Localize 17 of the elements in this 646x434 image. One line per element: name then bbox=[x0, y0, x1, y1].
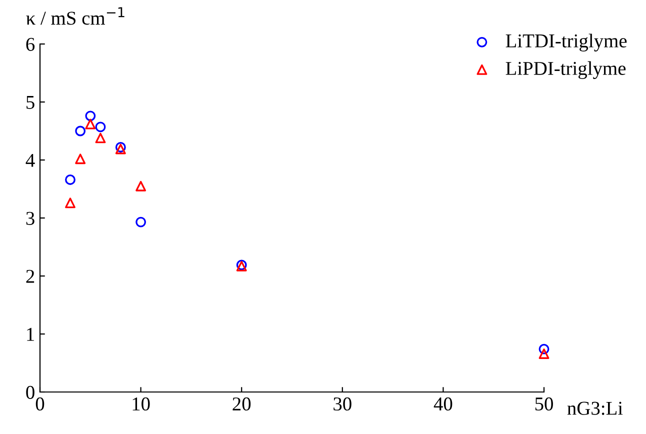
x-axis-title: nG3:Li bbox=[567, 402, 623, 415]
y-tick-label: 0 bbox=[26, 386, 34, 399]
y-tick-label: 2 bbox=[26, 270, 34, 283]
x-tick-label: 40 bbox=[434, 397, 452, 411]
y-axis-title: κ / mS cm$^{−1}$ bbox=[26, 7, 124, 25]
x-tick-label: 20 bbox=[232, 397, 251, 411]
y-tick-label: 6 bbox=[26, 38, 35, 51]
x-tick-label: 30 bbox=[334, 397, 352, 411]
legend-label: LiPDI-triglyme bbox=[506, 61, 626, 79]
x-tick-label: 0 bbox=[36, 397, 44, 411]
x-tick-label: 50 bbox=[535, 397, 553, 411]
x-tick-label: 10 bbox=[132, 397, 150, 411]
y-tick-label: 3 bbox=[26, 212, 34, 225]
y-tick-label: 4 bbox=[26, 154, 35, 167]
legend-label: LiTDI-triglyme bbox=[506, 34, 627, 52]
y-tick-label: 1 bbox=[27, 328, 34, 341]
y-tick-label: 5 bbox=[26, 96, 34, 109]
